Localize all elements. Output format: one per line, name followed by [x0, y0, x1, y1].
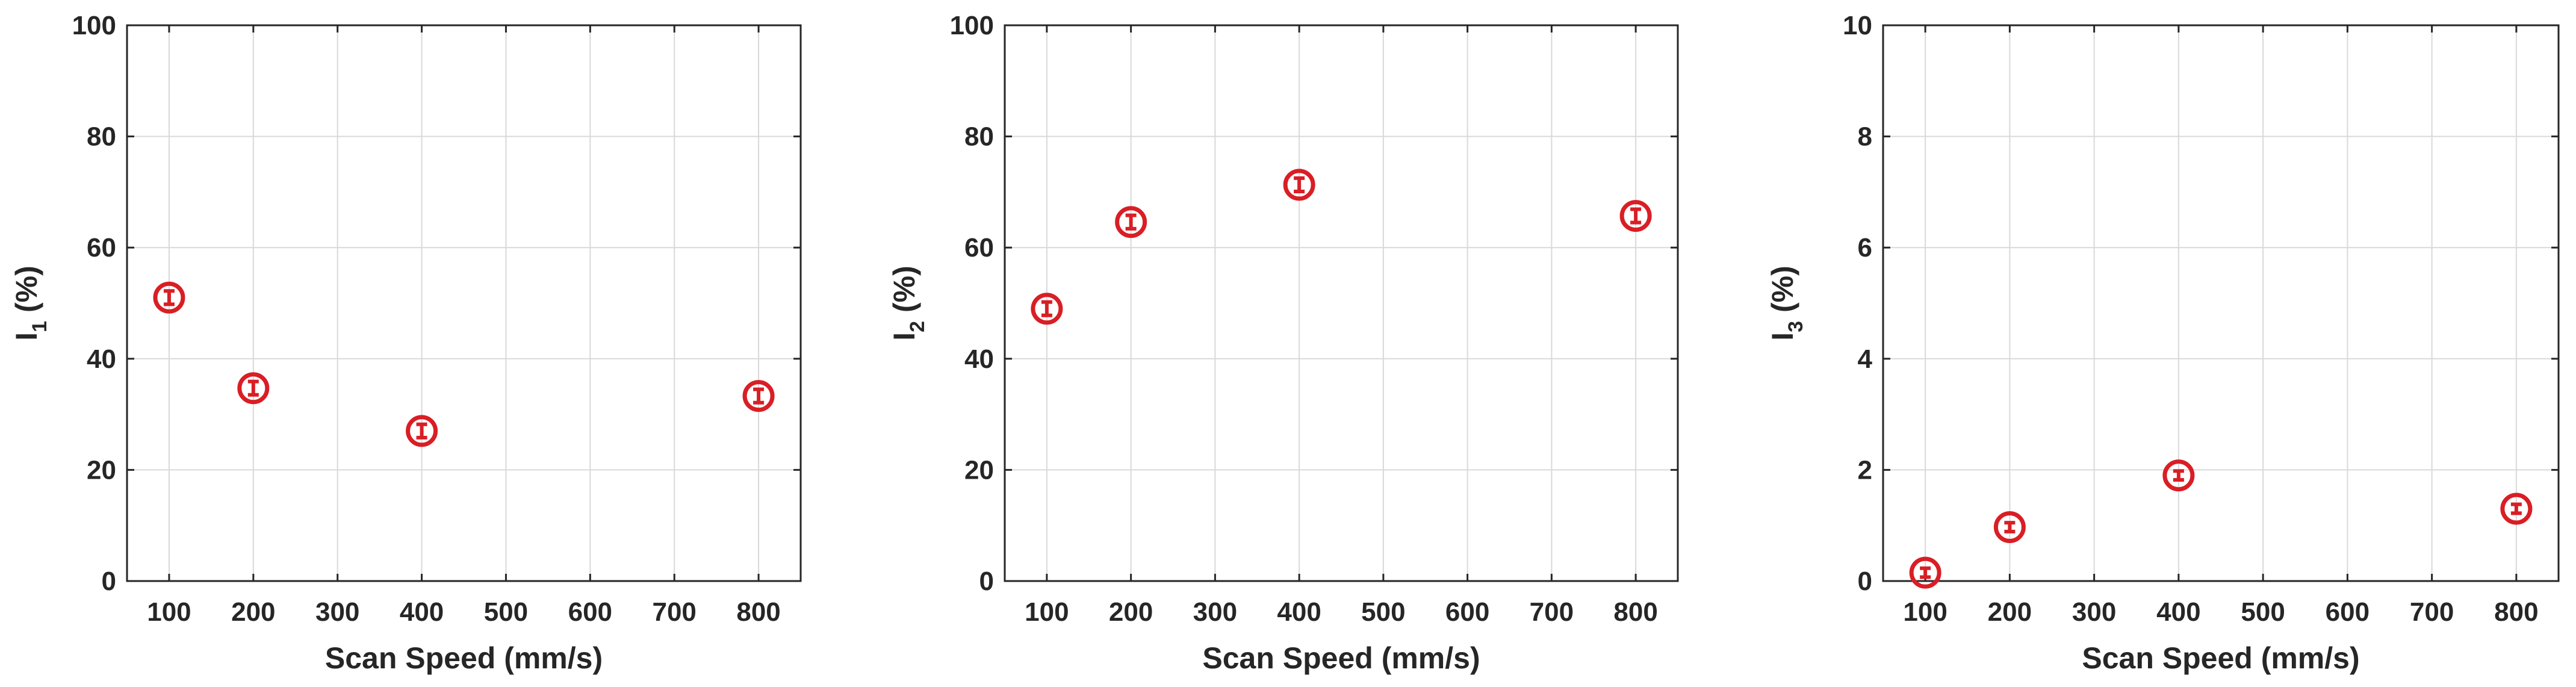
chart-panel-2: 100 200 300 400 500 600 700 800 0 20 40 60 80 100 Scan…: [887, 11, 1679, 675]
data-marker: [742, 380, 775, 412]
y-tick-label: 10: [1843, 11, 1872, 40]
x-tick-label: 600: [1445, 597, 1489, 627]
x-tick-label: 100: [147, 597, 191, 627]
data-point: [1619, 200, 1652, 232]
x-tick-label: 700: [1530, 597, 1574, 627]
y-tick-label: 80: [964, 122, 994, 152]
x-tick-label: 800: [736, 597, 780, 627]
data-marker: [1283, 169, 1315, 201]
x-tick-label: 200: [231, 597, 275, 627]
x-tick-label: 600: [2326, 597, 2370, 627]
y-tick-label: 0: [1858, 567, 1872, 596]
x-axis-label: Scan Speed (mm/s): [325, 641, 603, 675]
y-axis-label-main: I: [887, 332, 921, 341]
x-tick-label: 300: [1193, 597, 1237, 627]
x-tick-label: 800: [1613, 597, 1657, 627]
x-tick-label: 400: [1277, 597, 1321, 627]
x-tick-label: 500: [484, 597, 528, 627]
data-point: [1993, 511, 2026, 543]
data-marker: [406, 415, 438, 447]
x-tick-label: 600: [568, 597, 612, 627]
data-point: [237, 372, 270, 405]
y-tick-label: 100: [950, 11, 994, 40]
data-point: [153, 281, 185, 314]
data-marker: [1619, 200, 1652, 232]
y-tick-label: 8: [1858, 122, 1872, 152]
data-point: [1909, 556, 1941, 589]
data-marker: [153, 281, 185, 314]
x-tick-label: 500: [2241, 597, 2285, 627]
x-tick-label: 700: [2410, 597, 2454, 627]
x-tick-label: 500: [1361, 597, 1405, 627]
y-tick-label: 20: [87, 455, 116, 485]
y-tick-label: 60: [87, 233, 116, 263]
data-point: [2500, 493, 2533, 525]
x-tick-label: 700: [652, 597, 696, 627]
axes-frame: [126, 24, 802, 582]
y-axis-label-suffix: (%): [887, 266, 921, 321]
x-tick-label: 200: [1109, 597, 1153, 627]
data-marker: [2162, 459, 2195, 492]
y-axis-label: I1 (%): [10, 266, 51, 340]
axes-frame: [1004, 24, 1679, 582]
data-marker: [2500, 493, 2533, 525]
y-axis-label-subscript: 3: [1784, 321, 1807, 332]
x-tick-label: 400: [400, 597, 444, 627]
data-marker: [1909, 556, 1941, 589]
x-tick-label: 300: [315, 597, 359, 627]
data-point: [406, 415, 438, 447]
x-tick-label: 400: [2156, 597, 2200, 627]
y-axis-label: I3 (%): [1766, 266, 1807, 340]
y-tick-label: 2: [1858, 455, 1872, 485]
y-tick-label: 80: [87, 122, 116, 152]
y-axis-label-subscript: 2: [906, 321, 929, 332]
y-axis-label-suffix: (%): [1766, 266, 1799, 321]
y-tick-label: 0: [102, 567, 116, 596]
data-marker: [1993, 511, 2026, 543]
y-axis-label-suffix: (%): [10, 266, 43, 321]
y-tick-label: 100: [72, 11, 116, 40]
y-tick-label: 40: [964, 344, 994, 374]
x-axis-label: Scan Speed (mm/s): [1202, 641, 1480, 675]
x-tick-label: 100: [1025, 597, 1069, 627]
data-point: [2162, 459, 2195, 492]
chart-panel-3: 100 200 300 400 500 600 700 800 0 2 4 6 8 10 Scan Spee…: [1766, 11, 2560, 675]
axes-frame: [1882, 24, 2560, 582]
x-tick-label: 800: [2494, 597, 2538, 627]
y-tick-label: 60: [964, 233, 994, 263]
y-axis-label-main: I: [10, 332, 43, 341]
data-point: [1115, 206, 1147, 238]
y-tick-label: 6: [1858, 233, 1872, 263]
x-tick-label: 200: [1988, 597, 2032, 627]
data-point: [1031, 293, 1063, 325]
data-marker: [1115, 206, 1147, 238]
x-tick-label: 100: [1903, 597, 1947, 627]
data-marker: [237, 372, 270, 405]
y-tick-label: 20: [964, 455, 994, 485]
y-tick-label: 0: [979, 567, 994, 596]
chart-panel-1: 100 200 300 400 500 600 700 800 0 20 40 60 80 100 Scan…: [10, 11, 802, 675]
data-point: [742, 380, 775, 412]
x-axis-label: Scan Speed (mm/s): [2082, 641, 2359, 675]
x-tick-label: 300: [2072, 597, 2116, 627]
y-tick-label: 40: [87, 344, 116, 374]
data-marker: [1031, 293, 1063, 325]
y-tick-label: 4: [1858, 344, 1873, 374]
data-point: [1283, 169, 1315, 201]
y-axis-label-main: I: [1766, 332, 1799, 341]
y-axis-label: I2 (%): [887, 266, 929, 340]
y-axis-label-subscript: 1: [28, 321, 51, 332]
